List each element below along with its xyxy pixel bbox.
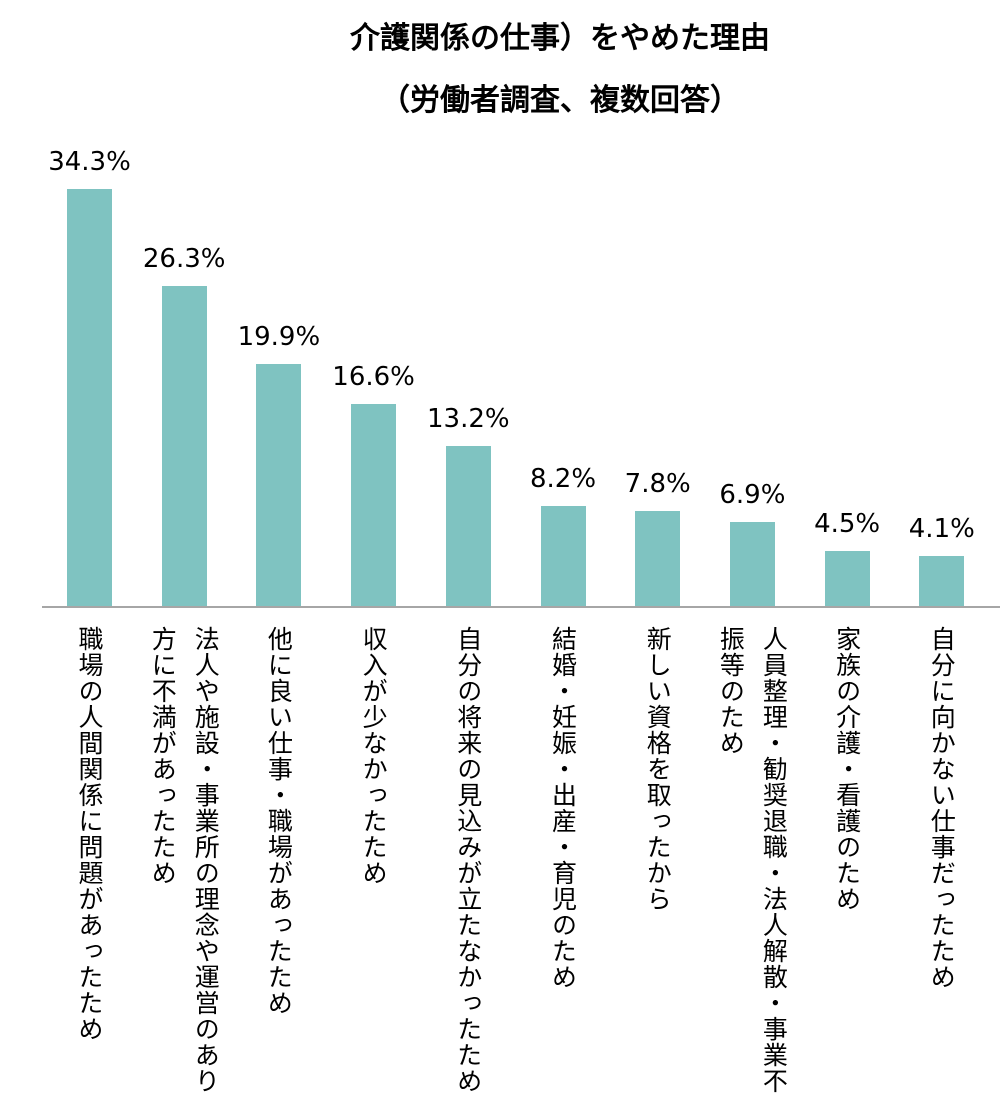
data-label-2: 26.3% — [142, 244, 226, 275]
category-label-8: 人員整理・勧奨退職・法人解散・事業不 振等のため — [716, 626, 789, 1094]
bar-1 — [67, 189, 112, 606]
bar-6 — [540, 506, 586, 606]
category-label-5: 自分の将来の見込みが立たなかったため — [453, 626, 483, 1094]
data-label-5: 13.2% — [426, 403, 510, 434]
data-label-6: 8.2% — [529, 464, 597, 495]
bar-2 — [161, 286, 207, 606]
data-label-4: 16.6% — [332, 362, 415, 393]
bar-5 — [445, 445, 491, 606]
bar-9 — [824, 551, 870, 606]
category-label-2: 法人や施設・事業所の理念や運営のあり 方に不満があったため — [148, 626, 221, 1094]
bar-8 — [729, 522, 775, 606]
data-label-8: 6.9% — [719, 480, 786, 511]
data-label-7: 7.8% — [624, 469, 691, 500]
category-label-4: 収入が少なかったため — [359, 626, 389, 886]
category-label-1: 職場の人間関係に問題があったため — [75, 626, 104, 1042]
chart-title: 介護関係の仕事）をやめた理由 — [350, 21, 770, 56]
data-label-9: 4.5% — [814, 509, 881, 540]
category-label-3: 他に良い仕事・職場があったため — [264, 626, 294, 1016]
category-label-9: 家族の介護・看護のため — [832, 626, 862, 912]
category-label-7: 新しい資格を取ったから — [643, 626, 673, 912]
bar-3 — [256, 364, 302, 606]
bar-7 — [635, 511, 681, 606]
data-label-10: 4.1% — [908, 514, 975, 545]
x-axis-line — [42, 606, 1000, 608]
data-label-3: 19.9% — [237, 322, 321, 353]
category-label-6: 結婚・妊娠・出産・育児のため — [548, 626, 578, 990]
bar-4 — [351, 404, 397, 606]
bar-10 — [919, 556, 965, 606]
data-label-1: 34.3% — [48, 147, 131, 177]
chart-subtitle: （労働者調査、複数回答） — [380, 83, 740, 118]
category-label-10: 自分に向かない仕事だったため — [927, 626, 957, 990]
